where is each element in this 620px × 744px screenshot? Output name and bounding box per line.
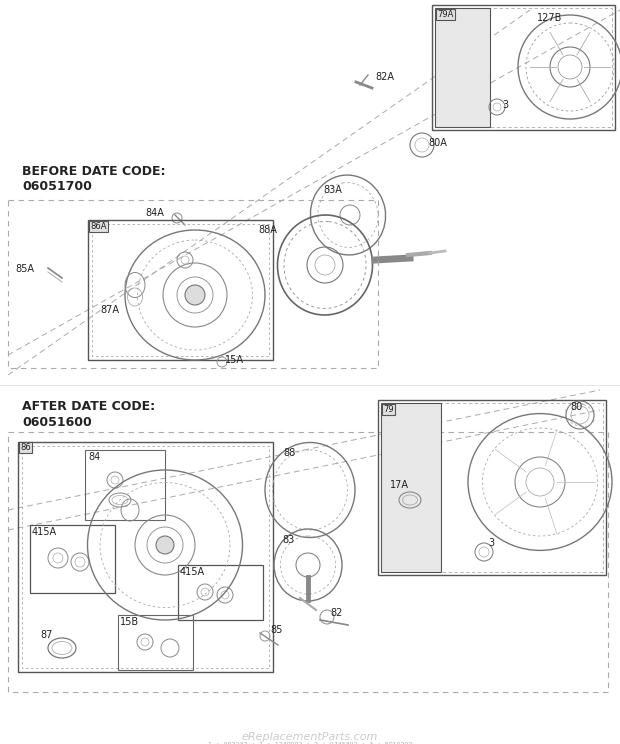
Bar bbox=[118, 615, 193, 670]
Text: 79A: 79A bbox=[437, 10, 453, 19]
Text: 127B: 127B bbox=[537, 13, 562, 23]
Text: 3: 3 bbox=[502, 100, 508, 110]
Text: 80: 80 bbox=[570, 402, 582, 412]
Text: AFTER DATE CODE:: AFTER DATE CODE: bbox=[22, 400, 155, 413]
Text: 86A: 86A bbox=[90, 222, 107, 231]
Bar bbox=[378, 400, 606, 575]
Bar bbox=[8, 200, 378, 368]
Text: 06051600: 06051600 bbox=[22, 416, 92, 429]
Bar bbox=[381, 403, 441, 572]
Circle shape bbox=[156, 536, 174, 554]
Bar bbox=[85, 450, 165, 520]
Text: 85A: 85A bbox=[15, 264, 34, 274]
Text: 17A: 17A bbox=[390, 480, 409, 490]
Text: 83: 83 bbox=[282, 535, 294, 545]
Text: 1  •  092232  •  1  •  1230002  •  2  •  0745302  •  3  •  5010202: 1 • 092232 • 1 • 1230002 • 2 • 0745302 •… bbox=[208, 742, 412, 744]
Text: 80A: 80A bbox=[428, 138, 447, 148]
Text: 88A: 88A bbox=[258, 225, 277, 235]
Text: 3: 3 bbox=[488, 538, 494, 548]
Text: 85: 85 bbox=[270, 625, 282, 635]
Bar bbox=[88, 220, 273, 360]
Bar bbox=[92, 224, 269, 356]
Bar bbox=[435, 8, 612, 127]
Circle shape bbox=[185, 285, 205, 305]
Text: 82: 82 bbox=[330, 608, 342, 618]
Text: 83A: 83A bbox=[323, 185, 342, 195]
Text: 84: 84 bbox=[88, 452, 100, 462]
Bar bbox=[435, 8, 490, 127]
Bar bbox=[8, 432, 608, 692]
Text: 88: 88 bbox=[283, 448, 295, 458]
Bar bbox=[381, 403, 603, 572]
Bar bbox=[18, 442, 273, 672]
Text: 15B: 15B bbox=[120, 617, 139, 627]
Bar bbox=[30, 525, 115, 593]
Text: BEFORE DATE CODE:: BEFORE DATE CODE: bbox=[22, 165, 166, 178]
Text: 84A: 84A bbox=[145, 208, 164, 218]
Text: 415A: 415A bbox=[180, 567, 205, 577]
Text: 87: 87 bbox=[40, 630, 52, 640]
Text: 06051700: 06051700 bbox=[22, 180, 92, 193]
Text: 79: 79 bbox=[383, 405, 394, 414]
Bar bbox=[432, 5, 615, 130]
Text: 87A: 87A bbox=[100, 305, 119, 315]
Text: 82A: 82A bbox=[375, 72, 394, 82]
Text: eReplacementParts.com: eReplacementParts.com bbox=[242, 732, 378, 742]
Bar bbox=[22, 446, 269, 668]
Text: 15A: 15A bbox=[225, 355, 244, 365]
Text: 86: 86 bbox=[20, 443, 31, 452]
Text: 415A: 415A bbox=[32, 527, 57, 537]
Bar bbox=[178, 565, 263, 620]
